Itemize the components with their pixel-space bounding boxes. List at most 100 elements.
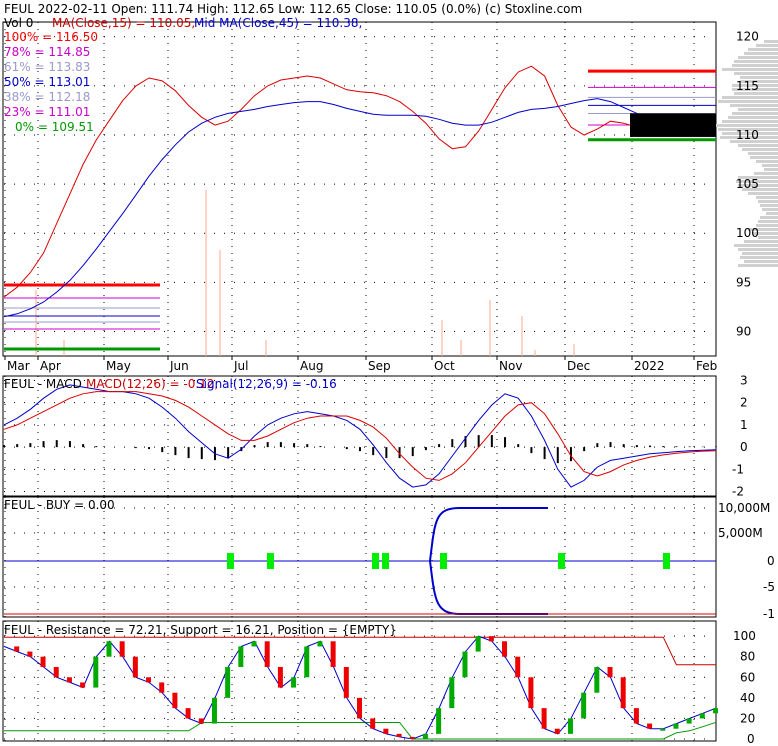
volume-profile-bar [736, 180, 778, 183]
position-bar [27, 651, 33, 657]
position-bar [225, 667, 231, 698]
price-tick-label: 110 [736, 128, 759, 142]
position-bar [357, 697, 362, 719]
volume-profile-bar [766, 212, 778, 215]
position-bar [422, 733, 428, 739]
price-tick-label: 90 [736, 324, 751, 338]
position-bar [515, 656, 521, 678]
position-bar [409, 736, 415, 739]
month-tick-label: Jul [233, 359, 248, 373]
position-bar [594, 667, 600, 693]
volume-profile-bar [764, 40, 778, 43]
position-bar [80, 682, 86, 688]
price-tick-label: 120 [736, 30, 759, 44]
sr-layer [3, 635, 718, 740]
volume-profile-bar [722, 132, 778, 135]
month-tick-label: Sep [368, 359, 391, 373]
volume-profile-bar [756, 44, 778, 47]
position-bar [185, 708, 191, 719]
macd-tick-label: -2 [732, 485, 744, 499]
price-tick-label: 115 [736, 79, 759, 93]
volume-profile-bar [734, 92, 778, 95]
position-bar [370, 718, 376, 729]
volume-profile-bar [722, 96, 778, 99]
volume-profile-bar [732, 88, 778, 91]
position-bar [462, 651, 468, 678]
position-bar [475, 636, 481, 652]
buy-signal-marker [558, 553, 565, 569]
position-bar [581, 692, 587, 719]
buy-tick-label: -5 [763, 580, 775, 594]
position-bar [488, 636, 494, 642]
price-panel-frame [2, 21, 717, 357]
volume-profile-bar [718, 128, 778, 131]
sr-tick-label: 0 [747, 732, 755, 746]
buy-tick-label: -1 [763, 607, 775, 621]
position-bar [396, 733, 402, 737]
position-bar [383, 728, 389, 734]
volume-profile-bar [722, 68, 778, 71]
macd-title: FEUL - MACD [4, 377, 82, 391]
position-bar [53, 667, 59, 678]
position-bar [159, 682, 165, 693]
volume-profile-bar [732, 84, 778, 87]
fib-level-label: 0% = 109.51 [15, 120, 94, 134]
buy-panel-frame [2, 496, 717, 618]
volume-profile-bar [738, 144, 778, 147]
buy-title: FEUL - BUY = 0.00 [4, 498, 115, 512]
buy-signal-marker [227, 553, 234, 569]
sr-tick-label: 40 [740, 691, 755, 705]
volume-profile-bar [750, 156, 778, 159]
volume-profile-bar [760, 204, 778, 207]
support-line [4, 721, 717, 740]
macd-tick-label: 2 [740, 396, 748, 410]
position-bar [211, 697, 217, 724]
position-bar [607, 667, 613, 678]
position-bar [238, 646, 244, 667]
volume-profile-bar [734, 244, 778, 247]
position-bar [567, 718, 573, 734]
volume-profile-bar [758, 236, 778, 239]
ma15-line [3, 65, 717, 298]
volume-profile-bar [730, 140, 778, 143]
position-bar [436, 708, 442, 734]
volume-profile-bar [744, 240, 778, 243]
position-bar [172, 692, 178, 709]
signal-line [3, 391, 717, 481]
volume-profile-bar [732, 64, 778, 67]
position-bar [660, 728, 666, 731]
position-bar [40, 656, 46, 667]
position-bar [119, 641, 125, 657]
position-bar [106, 641, 112, 657]
volume-profile-bar [738, 184, 778, 187]
volume-profile-bar [748, 228, 778, 231]
volume-profile-bar [720, 136, 778, 139]
position-bar [713, 708, 718, 714]
position-bar [132, 656, 138, 678]
position-bar [673, 723, 679, 729]
volume-profile-bar [732, 112, 778, 115]
sr-tick-label: 20 [740, 711, 755, 725]
volume-profile-bar [738, 108, 778, 111]
position-bar [502, 641, 508, 657]
buy-tick-label: 10,000M [718, 501, 770, 515]
volume-profile-bar [738, 264, 778, 267]
month-tick-label: May [106, 359, 131, 373]
volume-profile-bar [740, 76, 778, 79]
macd-tick-label: 3 [740, 373, 748, 387]
position-bar [528, 677, 534, 709]
position-bar [264, 641, 270, 667]
position-bar [251, 641, 257, 647]
position-bar [699, 713, 705, 719]
position-bar [554, 728, 560, 734]
macd-tick-label: 0 [740, 440, 748, 454]
fib-level-label: 50% = 113.01 [4, 75, 90, 89]
volume-profile-bar [740, 256, 778, 259]
macd-panel-frame [2, 375, 717, 497]
position-bar [66, 677, 72, 683]
volume-profile-bar [744, 260, 778, 263]
buy-signal-marker [440, 553, 447, 569]
volume-profile-bar [716, 124, 778, 127]
